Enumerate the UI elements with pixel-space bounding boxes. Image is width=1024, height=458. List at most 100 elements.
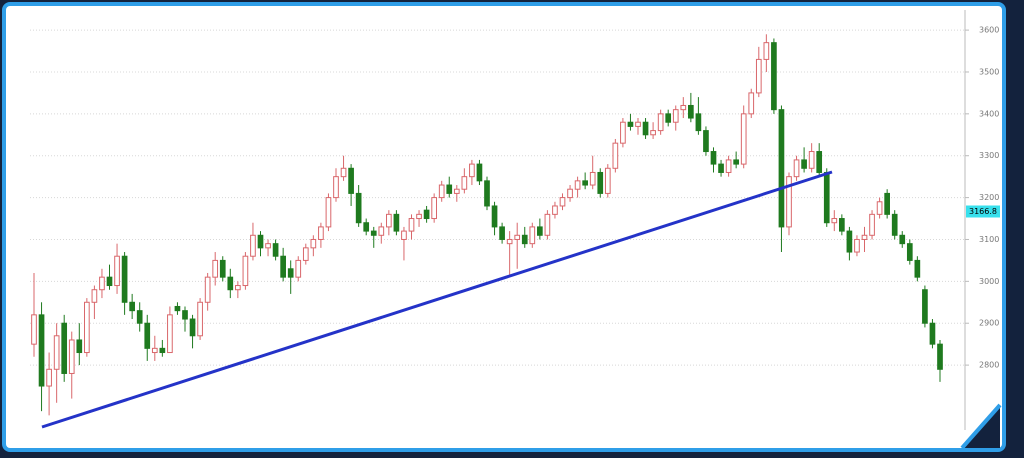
candle-body bbox=[604, 167, 611, 194]
candle-body bbox=[680, 104, 687, 111]
candle-body bbox=[861, 234, 868, 240]
candle-body bbox=[771, 42, 777, 111]
candle-body bbox=[612, 142, 619, 169]
candle-body bbox=[219, 259, 226, 278]
candle-body bbox=[733, 159, 739, 165]
candle-body bbox=[537, 226, 543, 236]
candle-body bbox=[650, 130, 656, 136]
candle-body bbox=[914, 259, 921, 278]
candle-body bbox=[574, 180, 581, 190]
candle-body bbox=[53, 335, 60, 370]
candle-body bbox=[114, 255, 120, 287]
y-tick-label: 3500 bbox=[979, 67, 999, 76]
candle-body bbox=[506, 238, 513, 245]
candle-body bbox=[620, 121, 626, 144]
candle-body bbox=[84, 301, 90, 354]
candle-body bbox=[869, 213, 875, 236]
candle-body bbox=[688, 104, 694, 119]
candle-body bbox=[710, 151, 717, 165]
candle-body bbox=[778, 109, 785, 228]
candle-body bbox=[287, 268, 294, 278]
candle-body bbox=[891, 213, 898, 236]
candle-body bbox=[227, 276, 234, 291]
candle-body bbox=[635, 121, 641, 127]
candle-body bbox=[151, 347, 158, 354]
candle-body bbox=[922, 289, 928, 324]
y-tick-label: 3600 bbox=[979, 26, 999, 35]
candle-body bbox=[106, 276, 113, 287]
candle-body bbox=[906, 243, 913, 261]
candle-body bbox=[446, 184, 453, 194]
candle-body bbox=[68, 339, 75, 374]
candle-body bbox=[786, 176, 792, 228]
candle-body bbox=[272, 243, 279, 257]
candle-body bbox=[408, 218, 415, 232]
candle-body bbox=[333, 176, 339, 199]
candle-body bbox=[929, 322, 936, 345]
candle-body bbox=[499, 226, 505, 240]
y-tick-label: 3100 bbox=[979, 235, 999, 244]
candle-body bbox=[235, 285, 241, 291]
candle-body bbox=[642, 121, 649, 136]
candle-body bbox=[295, 259, 302, 278]
candle-body bbox=[839, 218, 845, 232]
last-price-box bbox=[966, 205, 1000, 218]
candle-body bbox=[657, 113, 664, 132]
candle-body bbox=[310, 238, 317, 249]
candle-body bbox=[416, 213, 422, 220]
candle-body bbox=[854, 238, 860, 253]
candle-body bbox=[453, 188, 460, 194]
candle-body bbox=[325, 197, 332, 228]
candle-body bbox=[386, 213, 392, 228]
candle-body bbox=[46, 368, 52, 387]
candle-body bbox=[937, 343, 943, 370]
candle-body bbox=[627, 121, 634, 127]
candle-body bbox=[461, 176, 468, 190]
candle-body bbox=[76, 339, 83, 354]
candle-body bbox=[740, 113, 747, 165]
candle-body bbox=[544, 213, 551, 236]
candle-body bbox=[91, 289, 98, 303]
candle-body bbox=[823, 171, 830, 224]
last-price-label: 3166.8 bbox=[969, 207, 997, 216]
candle-body bbox=[401, 230, 407, 240]
candle-body bbox=[718, 163, 724, 173]
candle-body bbox=[801, 159, 807, 169]
candle-body bbox=[302, 247, 309, 261]
candle-body bbox=[703, 130, 709, 153]
candle-body bbox=[899, 234, 906, 245]
candle-body bbox=[99, 276, 105, 291]
price-axis-labels: 2800 2900 3000 3100 3200 3300 3400 3500 3600 3166… bbox=[965, 26, 1000, 370]
candle-body bbox=[484, 180, 490, 207]
y-tick-label: 3400 bbox=[979, 109, 999, 118]
candle-body bbox=[808, 151, 815, 169]
candle-body bbox=[174, 305, 181, 312]
candle-body bbox=[763, 42, 770, 60]
candle-body bbox=[567, 188, 573, 199]
candle-body bbox=[363, 222, 370, 232]
y-tick-label: 3300 bbox=[979, 151, 999, 160]
candle-body bbox=[340, 167, 347, 178]
candle-body bbox=[816, 151, 823, 173]
candle-body bbox=[793, 159, 800, 178]
candle-body bbox=[257, 234, 264, 249]
candle-body bbox=[831, 218, 838, 224]
candle-body bbox=[355, 192, 362, 224]
candle-body bbox=[559, 197, 566, 207]
candle-body bbox=[876, 201, 883, 215]
candle-body bbox=[250, 234, 256, 257]
candle-body bbox=[755, 58, 762, 94]
candle-body bbox=[514, 234, 521, 240]
candle-body bbox=[197, 301, 203, 337]
candle-body bbox=[393, 213, 400, 232]
candle-body bbox=[370, 230, 377, 236]
candle-body bbox=[431, 197, 437, 220]
candle-body bbox=[423, 209, 430, 220]
candle-body bbox=[438, 184, 445, 199]
candle-body bbox=[597, 171, 604, 194]
candle-body bbox=[189, 318, 196, 337]
y-tick-label: 2800 bbox=[979, 361, 999, 370]
candle-body bbox=[695, 113, 702, 132]
y-tick-label: 2900 bbox=[979, 319, 999, 328]
candle-body bbox=[846, 230, 853, 253]
